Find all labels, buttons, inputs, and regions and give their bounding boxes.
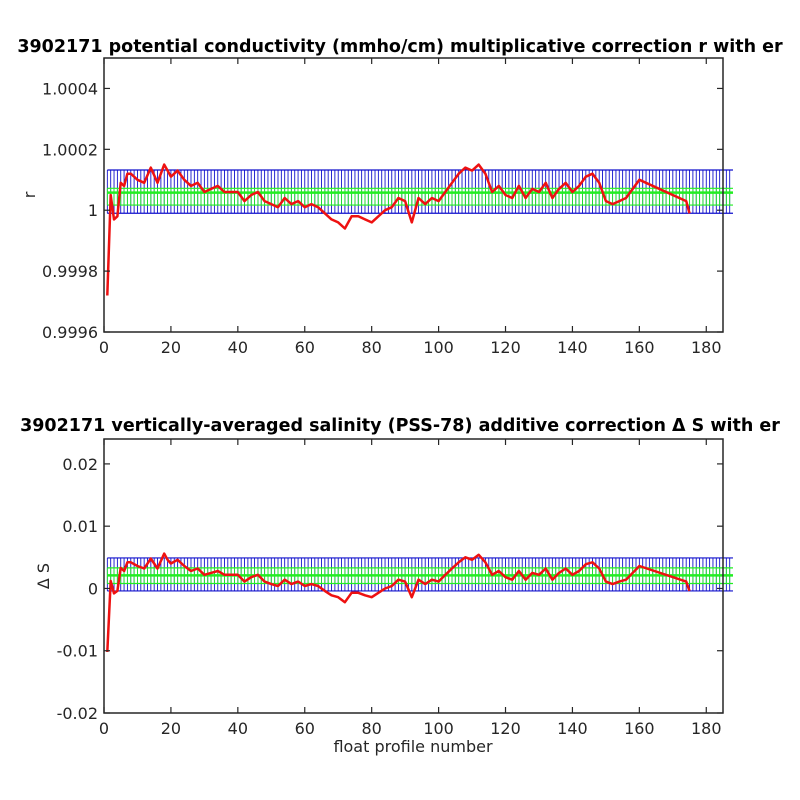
y-tick-label: 0 bbox=[88, 579, 98, 598]
y-tick-label: -0.02 bbox=[57, 704, 98, 723]
x-tick-label: 0 bbox=[99, 338, 109, 357]
x-tick-label: 60 bbox=[295, 338, 315, 357]
y-tick-label: 0.9996 bbox=[42, 323, 98, 342]
x-tick-label: 20 bbox=[161, 338, 181, 357]
x-tick-label: 80 bbox=[361, 719, 381, 738]
plot-frame bbox=[103, 57, 724, 333]
y-axis-label: Δ S bbox=[34, 563, 53, 589]
x-tick-label: 60 bbox=[295, 719, 315, 738]
series-line bbox=[106, 163, 691, 296]
chart-delta-s-correction: 3902171 vertically-averaged salinity (PS… bbox=[20, 416, 780, 756]
y-tick-label: 1 bbox=[88, 201, 98, 220]
x-tick-label: 140 bbox=[557, 719, 588, 738]
x-tick-label: 40 bbox=[228, 338, 248, 357]
plot-area bbox=[104, 58, 723, 332]
y-tick-label: 0.02 bbox=[62, 455, 98, 474]
y-tick-label: 1.0004 bbox=[42, 79, 98, 98]
y-axis-label: r bbox=[20, 191, 39, 198]
x-tick-label: 120 bbox=[490, 719, 521, 738]
x-tick-label: 160 bbox=[624, 719, 655, 738]
x-tick-label: 100 bbox=[423, 338, 454, 357]
chart-r-correction: 3902171 potential conductivity (mmho/cm)… bbox=[17, 37, 783, 357]
y-tick-label: 1.0002 bbox=[42, 140, 98, 159]
x-tick-label: 180 bbox=[691, 719, 722, 738]
x-tick-label: 180 bbox=[691, 338, 722, 357]
x-tick-label: 160 bbox=[624, 338, 655, 357]
x-tick-label: 80 bbox=[361, 338, 381, 357]
y-tick-label: -0.01 bbox=[57, 642, 98, 661]
x-tick-label: 120 bbox=[490, 338, 521, 357]
chart-title: 3902171 potential conductivity (mmho/cm)… bbox=[17, 37, 783, 57]
series-line bbox=[106, 552, 691, 653]
y-tick-label: 0.01 bbox=[62, 517, 98, 536]
x-tick-label: 140 bbox=[557, 338, 588, 357]
x-tick-label: 0 bbox=[99, 719, 109, 738]
x-tick-label: 20 bbox=[161, 719, 181, 738]
x-axis-label: float profile number bbox=[333, 737, 493, 756]
plot-frame bbox=[103, 438, 724, 714]
chart-title: 3902171 vertically-averaged salinity (PS… bbox=[20, 416, 780, 436]
x-tick-label: 100 bbox=[423, 719, 454, 738]
x-tick-label: 40 bbox=[228, 719, 248, 738]
y-tick-label: 0.9998 bbox=[42, 262, 98, 281]
